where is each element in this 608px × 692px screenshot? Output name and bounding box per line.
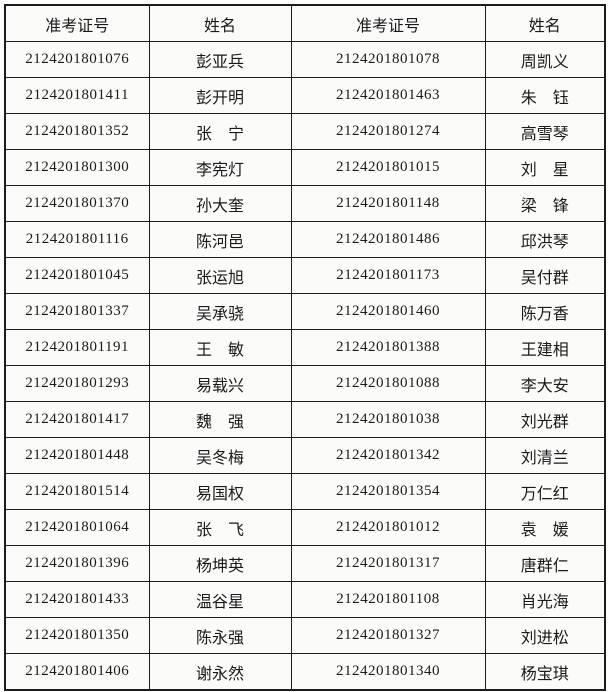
table-body: 2124201801076 彭亚兵 2124201801078 周凯义 21242018…	[4, 41, 606, 691]
cell-name: 刘光群	[484, 401, 606, 438]
cell-name: 杨坤英	[148, 545, 292, 582]
header-row: 准考证号 姓名 准考证号 姓名	[4, 4, 606, 42]
cell-name: 李宪灯	[148, 149, 292, 186]
table-row: 2124201801076 彭亚兵 2124201801078 周凯义	[4, 41, 606, 78]
cell-name: 朱 钰	[484, 77, 606, 114]
cell-name: 魏 强	[148, 401, 292, 438]
cell-ticket-number: 2124201801370	[4, 185, 150, 222]
cell-ticket-number: 2124201801300	[4, 149, 150, 186]
cell-ticket-number: 2124201801317	[290, 545, 486, 582]
table-row: 2124201801064 张 飞 2124201801012 袁 媛	[4, 509, 606, 546]
cell-ticket-number: 2124201801463	[290, 77, 486, 114]
table-row: 2124201801433 温谷星 2124201801108 肖光海	[4, 581, 606, 618]
column-header-name-left: 姓名	[148, 4, 292, 42]
candidate-roster-table: 准考证号 姓名 准考证号 姓名 2124201801076 彭亚兵 21242018…	[4, 4, 606, 691]
column-header-ticket-number-right: 准考证号	[290, 4, 486, 42]
cell-ticket-number: 2124201801076	[4, 41, 150, 78]
table-row: 2124201801514 易国权 2124201801354 万仁红	[4, 473, 606, 510]
cell-ticket-number: 2124201801433	[4, 581, 150, 618]
cell-name: 陈河邑	[148, 221, 292, 258]
cell-ticket-number: 2124201801148	[290, 185, 486, 222]
cell-name: 万仁红	[484, 473, 606, 510]
table-header: 准考证号 姓名 准考证号 姓名	[4, 4, 606, 42]
table-row: 2124201801396 杨坤英 2124201801317 唐群仁	[4, 545, 606, 582]
cell-name: 谢永然	[148, 653, 292, 691]
cell-ticket-number: 2124201801191	[4, 329, 150, 366]
cell-name: 易载兴	[148, 365, 292, 402]
cell-name: 刘 星	[484, 149, 606, 186]
table-row: 2124201801293 易载兴 2124201801088 李大安	[4, 365, 606, 402]
cell-ticket-number: 2124201801078	[290, 41, 486, 78]
table-row: 2124201801448 吴冬梅 2124201801342 刘清兰	[4, 437, 606, 474]
cell-name: 陈万香	[484, 293, 606, 330]
cell-ticket-number: 2124201801116	[4, 221, 150, 258]
cell-ticket-number: 2124201801411	[4, 77, 150, 114]
cell-ticket-number: 2124201801012	[290, 509, 486, 546]
cell-ticket-number: 2124201801448	[4, 437, 150, 474]
cell-ticket-number: 2124201801350	[4, 617, 150, 654]
table-row: 2124201801411 彭开明 2124201801463 朱 钰	[4, 77, 606, 114]
cell-name: 梁 锋	[484, 185, 606, 222]
cell-ticket-number: 2124201801396	[4, 545, 150, 582]
column-header-ticket-number-left: 准考证号	[4, 4, 150, 42]
cell-name: 张 飞	[148, 509, 292, 546]
cell-ticket-number: 2124201801015	[290, 149, 486, 186]
cell-name: 吴承骁	[148, 293, 292, 330]
cell-name: 肖光海	[484, 581, 606, 618]
cell-name: 吴付群	[484, 257, 606, 294]
cell-ticket-number: 2124201801088	[290, 365, 486, 402]
cell-ticket-number: 2124201801045	[4, 257, 150, 294]
cell-name: 杨宝琪	[484, 653, 606, 691]
cell-name: 王建相	[484, 329, 606, 366]
cell-name: 吴冬梅	[148, 437, 292, 474]
cell-ticket-number: 2124201801038	[290, 401, 486, 438]
column-header-name-right: 姓名	[484, 4, 606, 42]
cell-ticket-number: 2124201801293	[4, 365, 150, 402]
cell-ticket-number: 2124201801173	[290, 257, 486, 294]
cell-name: 陈永强	[148, 617, 292, 654]
table-row: 2124201801370 孙大奎 2124201801148 梁 锋	[4, 185, 606, 222]
cell-ticket-number: 2124201801514	[4, 473, 150, 510]
table-row: 2124201801417 魏 强 2124201801038 刘光群	[4, 401, 606, 438]
cell-name: 张运旭	[148, 257, 292, 294]
cell-name: 邱洪琴	[484, 221, 606, 258]
cell-name: 张 宁	[148, 113, 292, 150]
cell-ticket-number: 2124201801460	[290, 293, 486, 330]
cell-name: 孙大奎	[148, 185, 292, 222]
cell-name: 彭亚兵	[148, 41, 292, 78]
cell-name: 高雪琴	[484, 113, 606, 150]
cell-ticket-number: 2124201801274	[290, 113, 486, 150]
cell-name: 王 敏	[148, 329, 292, 366]
cell-name: 李大安	[484, 365, 606, 402]
cell-name: 刘清兰	[484, 437, 606, 474]
cell-ticket-number: 2124201801388	[290, 329, 486, 366]
cell-ticket-number: 2124201801340	[290, 653, 486, 691]
cell-name: 易国权	[148, 473, 292, 510]
table-row: 2124201801406 谢永然 2124201801340 杨宝琪	[4, 653, 606, 691]
cell-name: 周凯义	[484, 41, 606, 78]
cell-name: 刘进松	[484, 617, 606, 654]
cell-ticket-number: 2124201801342	[290, 437, 486, 474]
cell-name: 彭开明	[148, 77, 292, 114]
table-row: 2124201801116 陈河邑 2124201801486 邱洪琴	[4, 221, 606, 258]
cell-ticket-number: 2124201801417	[4, 401, 150, 438]
table-row: 2124201801045 张运旭 2124201801173 吴付群	[4, 257, 606, 294]
cell-name: 温谷星	[148, 581, 292, 618]
cell-ticket-number: 2124201801337	[4, 293, 150, 330]
cell-name: 袁 媛	[484, 509, 606, 546]
cell-ticket-number: 2124201801327	[290, 617, 486, 654]
table-row: 2124201801337 吴承骁 2124201801460 陈万香	[4, 293, 606, 330]
cell-ticket-number: 2124201801354	[290, 473, 486, 510]
table-row: 2124201801300 李宪灯 2124201801015 刘 星	[4, 149, 606, 186]
cell-ticket-number: 2124201801108	[290, 581, 486, 618]
cell-ticket-number: 2124201801486	[290, 221, 486, 258]
table-row: 2124201801350 陈永强 2124201801327 刘进松	[4, 617, 606, 654]
cell-ticket-number: 2124201801352	[4, 113, 150, 150]
table-row: 2124201801352 张 宁 2124201801274 高雪琴	[4, 113, 606, 150]
cell-name: 唐群仁	[484, 545, 606, 582]
cell-ticket-number: 2124201801064	[4, 509, 150, 546]
table-row: 2124201801191 王 敏 2124201801388 王建相	[4, 329, 606, 366]
cell-ticket-number: 2124201801406	[4, 653, 150, 691]
